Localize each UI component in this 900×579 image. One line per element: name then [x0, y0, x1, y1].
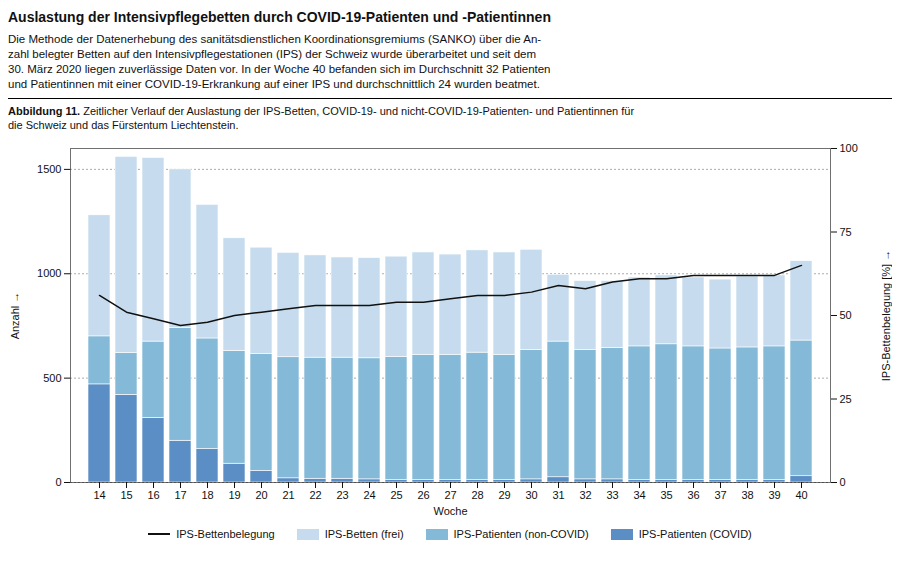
svg-text:20: 20 [255, 489, 267, 501]
html-text:IPS-Patienten (COVID): IPS-Patienten (COVID) [638, 528, 752, 540]
svg-text:0: 0 [840, 476, 846, 488]
svg-text:17: 17 [174, 489, 186, 501]
svg-text:34: 34 [633, 489, 645, 501]
svg-text:14: 14 [93, 489, 105, 501]
html-text:und Patientinnen mit einer COV: und Patientinnen mit einer COVID-19-Erkr… [8, 78, 540, 90]
svg-text:19: 19 [228, 489, 240, 501]
svg-text:75: 75 [840, 226, 852, 238]
html-text:Abbildung 11. Zeitlicher Verla: Abbildung 11. Zeitlicher Verlauf der Aus… [8, 105, 635, 117]
html-text:zahl belegter Betten auf den I: zahl belegter Betten auf den Intensivpfl… [8, 48, 536, 60]
svg-text:15: 15 [120, 489, 132, 501]
svg-text:21: 21 [282, 489, 294, 501]
svg-text:29: 29 [498, 489, 510, 501]
svg-text:39: 39 [768, 489, 780, 501]
svg-text:26: 26 [417, 489, 429, 501]
svg-text:22: 22 [309, 489, 321, 501]
svg-text:30: 30 [525, 489, 537, 501]
svg-text:Anzahl →: Anzahl → [9, 292, 21, 340]
svg-text:100: 100 [840, 142, 858, 154]
svg-text:33: 33 [606, 489, 618, 501]
html-text:IPS-Betten (frei): IPS-Betten (frei) [324, 528, 404, 540]
svg-text:24: 24 [363, 489, 375, 501]
svg-text:38: 38 [741, 489, 753, 501]
svg-text:50: 50 [840, 309, 852, 321]
svg-text:25: 25 [840, 393, 852, 405]
svg-text:IPS-Bettenbelegung [%] →: IPS-Bettenbelegung [%] → [880, 250, 892, 381]
svg-text:Woche: Woche [433, 505, 467, 517]
html-text:IPS-Patienten (non-COVID): IPS-Patienten (non-COVID) [453, 528, 589, 540]
svg-text:16: 16 [147, 489, 159, 501]
svg-text:31: 31 [552, 489, 564, 501]
svg-text:23: 23 [336, 489, 348, 501]
svg-text:40: 40 [795, 489, 807, 501]
html-text:30. März 2020 liegen zuverläss: 30. März 2020 liegen zuverlässige Daten … [8, 63, 551, 75]
html-text:Die Methode der Datenerhebung: Die Methode der Datenerhebung des sanitä… [8, 33, 542, 45]
svg-text:18: 18 [201, 489, 213, 501]
html-text:die Schweiz und das Fürstentum: die Schweiz und das Fürstentum Liechtens… [8, 119, 239, 131]
svg-text:1000: 1000 [37, 267, 61, 279]
html-text:IPS-Bettenbelegung: IPS-Bettenbelegung [176, 528, 275, 540]
svg-text:36: 36 [687, 489, 699, 501]
svg-text:1500: 1500 [37, 163, 61, 175]
svg-text:27: 27 [444, 489, 456, 501]
svg-text:37: 37 [714, 489, 726, 501]
svg-text:500: 500 [43, 372, 61, 384]
html-text:Auslastung der Intensivpflegeb: Auslastung der Intensivpflegebetten durc… [8, 9, 551, 25]
svg-text:28: 28 [471, 489, 483, 501]
svg-text:32: 32 [579, 489, 591, 501]
svg-text:35: 35 [660, 489, 672, 501]
svg-text:0: 0 [55, 476, 61, 488]
svg-text:25: 25 [390, 489, 402, 501]
